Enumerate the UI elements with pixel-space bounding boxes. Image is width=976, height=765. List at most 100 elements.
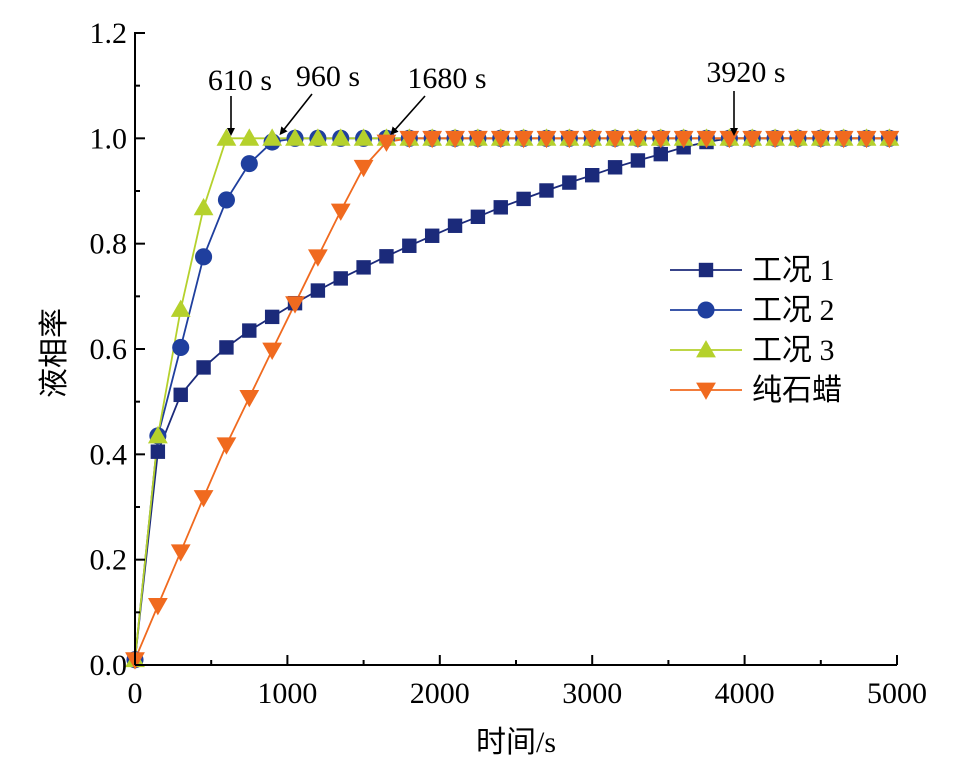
- legend-label: 工况 2: [752, 294, 835, 327]
- data-point: [262, 342, 283, 360]
- data-point: [628, 130, 648, 149]
- y-tick-label: 0.6: [90, 333, 128, 366]
- data-point: [170, 299, 191, 317]
- data-point: [285, 296, 305, 314]
- x-axis-label: 时间/s: [476, 726, 556, 759]
- data-point: [242, 323, 257, 338]
- axes: 0.0 0.2 0.4 0.6 0.8 1.0 1.2 0 1000 2000 3000 4000 50…: [90, 17, 928, 710]
- plot-markers: [125, 128, 900, 670]
- annotation-label: 960 s: [296, 60, 360, 93]
- data-point: [217, 191, 235, 209]
- data-point: [539, 183, 554, 198]
- plot-lines: [134, 137, 890, 661]
- data-point: [376, 134, 397, 152]
- annotation-label: 3920 s: [706, 56, 785, 89]
- y-tick-label: 0.8: [90, 228, 128, 261]
- data-point: [353, 128, 374, 146]
- data-point: [513, 130, 534, 149]
- data-point: [653, 146, 668, 162]
- data-point: [195, 248, 213, 266]
- data-point: [285, 128, 305, 146]
- y-tick-label: 0.0: [90, 649, 128, 682]
- data-point: [742, 130, 763, 149]
- annotations: 610 s 960 s 1680 s 3920 s: [208, 56, 786, 136]
- x-tick-label: 4000: [715, 677, 775, 710]
- data-point: [402, 238, 417, 253]
- data-point: [765, 130, 785, 149]
- data-point: [239, 390, 260, 408]
- data-point: [696, 130, 717, 149]
- annotation-arrow: [279, 93, 313, 136]
- data-point: [379, 249, 394, 264]
- legend-marker: [696, 340, 716, 358]
- data-point: [216, 437, 237, 455]
- legend: 工况 1 工况 2 工况 3 纯石蜡: [670, 254, 842, 407]
- annotation-arrow: [390, 95, 426, 135]
- data-point: [445, 130, 465, 149]
- data-point: [219, 340, 234, 355]
- data-point: [424, 228, 440, 243]
- x-tick-label: 1000: [257, 677, 317, 710]
- data-point: [310, 283, 326, 298]
- data-point: [559, 130, 580, 149]
- data-point: [193, 490, 214, 508]
- data-point: [196, 360, 211, 375]
- data-point: [562, 175, 577, 190]
- data-point: [356, 260, 371, 275]
- data-point: [330, 203, 351, 221]
- data-point: [607, 160, 623, 175]
- legend-marker: [698, 262, 714, 278]
- x-tick-label: 2000: [410, 677, 470, 710]
- legend-label: 工况 1: [752, 254, 835, 287]
- legend-label: 工况 3: [752, 334, 835, 367]
- legend-marker: [697, 301, 715, 319]
- data-point: [536, 130, 557, 149]
- data-point: [150, 444, 166, 459]
- data-point: [650, 130, 671, 149]
- data-point: [239, 128, 260, 146]
- data-point: [468, 130, 488, 149]
- annotation-label: 610 s: [208, 64, 272, 97]
- data-point: [493, 200, 508, 215]
- y-tick-label: 1.0: [90, 122, 128, 155]
- annotation-label: 1680 s: [407, 62, 486, 95]
- y-tick-label: 0.2: [90, 544, 128, 577]
- data-point: [582, 130, 603, 149]
- x-tick-label: 3000: [562, 677, 622, 710]
- data-point: [673, 130, 694, 149]
- data-point: [422, 130, 443, 149]
- data-point: [264, 309, 280, 325]
- data-point: [193, 197, 214, 216]
- data-point: [879, 130, 900, 149]
- data-point: [630, 153, 646, 168]
- data-point: [447, 218, 463, 233]
- series-line: [134, 137, 890, 661]
- legend-label: 纯石蜡: [752, 374, 842, 407]
- data-point: [262, 128, 283, 146]
- data-point: [585, 168, 600, 183]
- x-tick-label: 5000: [867, 677, 927, 710]
- data-point: [810, 130, 831, 149]
- data-point: [307, 249, 328, 267]
- data-point: [173, 387, 188, 403]
- data-point: [399, 130, 420, 149]
- data-point: [170, 544, 191, 562]
- y-tick-label: 1.2: [90, 17, 128, 50]
- data-point: [490, 130, 511, 149]
- data-point: [172, 338, 190, 356]
- data-point: [333, 271, 348, 286]
- data-point: [240, 155, 258, 173]
- data-point: [605, 130, 625, 149]
- data-point: [470, 209, 486, 225]
- data-point: [216, 128, 237, 146]
- x-tick-label: 0: [128, 677, 143, 710]
- data-point: [833, 130, 854, 149]
- legend-marker: [696, 382, 716, 400]
- data-point: [856, 130, 877, 149]
- data-point: [307, 128, 328, 146]
- data-point: [353, 159, 374, 178]
- y-axis-label: 液相率: [38, 308, 71, 398]
- data-point: [147, 598, 168, 616]
- data-point: [788, 130, 808, 149]
